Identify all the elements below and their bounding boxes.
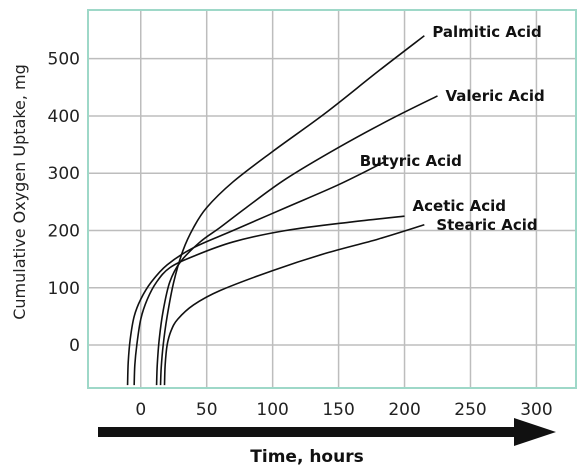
series-line-palmitic-acid <box>159 35 425 386</box>
arrow-shaft <box>98 427 518 437</box>
x-tick-label: 300 <box>520 400 552 420</box>
time-arrow <box>98 418 556 446</box>
series-label-acetic-acid: Acetic Acid <box>413 197 506 215</box>
y-tick-label: 400 <box>48 107 80 127</box>
y-tick-label: 500 <box>48 50 80 70</box>
plot-frame <box>87 9 577 389</box>
x-tick-label: 200 <box>388 400 420 420</box>
tick-labels: 0 100 200 300 400 500 0 50 100 150 200 250 300 <box>48 50 553 420</box>
series-line-valeric-acid <box>155 95 438 386</box>
x-tick-label: 50 <box>196 400 218 420</box>
series-label-stearic-acid: Stearic Acid <box>436 216 537 234</box>
series-label-valeric-acid: Valeric Acid <box>446 87 545 105</box>
x-tick-label: 100 <box>256 400 288 420</box>
series-line-butyric-acid <box>126 161 386 386</box>
series-line-stearic-acid <box>163 224 425 386</box>
series-line-acetic-acid <box>133 215 405 386</box>
x-tick-label: 0 <box>135 400 146 420</box>
arrow-head <box>514 418 556 446</box>
x-tick-label: 150 <box>322 400 354 420</box>
series-label-butyric-acid: Butyric Acid <box>360 152 462 170</box>
y-tick-label: 300 <box>48 164 80 184</box>
grid <box>88 10 576 388</box>
y-axis-title: Cumulative Oxygen Uptake, mg <box>10 64 29 320</box>
y-tick-label: 100 <box>48 279 80 299</box>
series-labels: Palmitic Acid Valeric Acid Butyric Acid Ace… <box>360 23 545 234</box>
y-tick-label: 200 <box>48 222 80 242</box>
x-axis-title: Time, hours <box>250 447 363 467</box>
x-tick-label: 250 <box>454 400 486 420</box>
y-tick-label: 0 <box>69 336 80 356</box>
series-label-palmitic-acid: Palmitic Acid <box>432 23 541 41</box>
series-lines <box>126 35 438 386</box>
